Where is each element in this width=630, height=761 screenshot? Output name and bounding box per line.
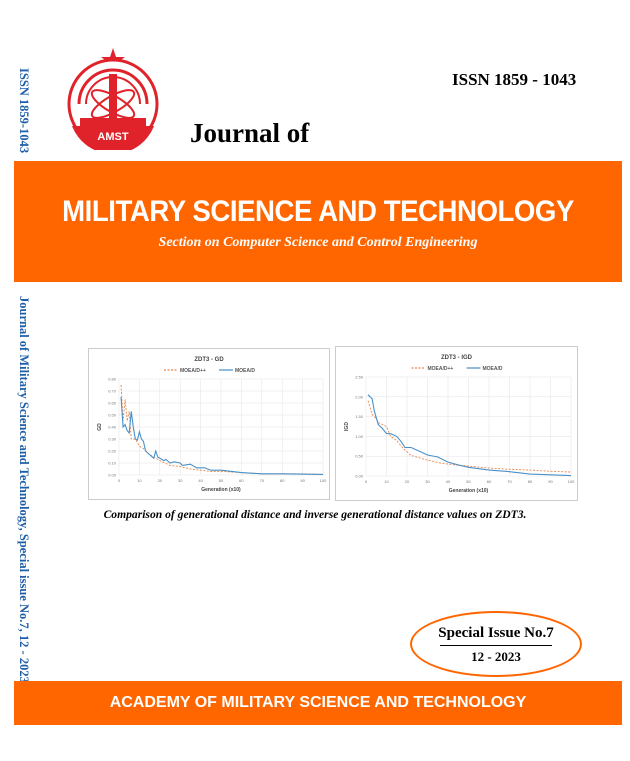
y-tick-label: 0.80: [108, 377, 117, 382]
x-tick-label: 50: [219, 478, 224, 483]
y-axis-label: GD: [97, 423, 103, 431]
x-tick-label: 80: [280, 478, 285, 483]
legend-label: MOEA/D: [483, 366, 503, 372]
figure-caption: Comparison of generational distance and …: [103, 508, 527, 521]
series-line-moea-d-: [367, 400, 572, 473]
x-tick-label: 100: [568, 479, 575, 484]
chart-title: ZDT3 - GD: [194, 357, 224, 363]
y-tick-label: 0.50: [355, 454, 364, 459]
y-tick-label: 1.50: [355, 414, 364, 419]
x-tick-label: 60: [487, 479, 492, 484]
section-subtitle: Section on Computer Science and Control …: [158, 235, 478, 250]
series-line-moea-d-: [120, 384, 324, 475]
x-tick-label: 80: [528, 479, 533, 484]
y-tick-label: 0.20: [108, 449, 117, 454]
legend-label: MOEA/D: [235, 368, 255, 374]
spine-title: Journal of Military Science and Technolo…: [17, 296, 31, 683]
y-tick-label: 0.00: [108, 473, 117, 478]
y-tick-label: 2.50: [355, 375, 364, 380]
x-tick-label: 100: [320, 478, 327, 483]
special-issue: Special Issue No.7: [438, 625, 554, 641]
x-tick-label: 40: [446, 479, 451, 484]
igd-chart: ZDT3 - IGD MOEA/D++ MOEA/D 0.00 0.50 1.00 1.50…: [335, 346, 578, 501]
x-tick-label: 10: [137, 478, 142, 483]
x-tick-label: 0: [365, 479, 368, 484]
y-tick-label: 0.60: [108, 401, 117, 406]
y-tick-label: 0.70: [108, 389, 117, 394]
x-tick-label: 0: [118, 478, 121, 483]
x-tick-label: 40: [198, 478, 203, 483]
x-tick-label: 30: [425, 479, 430, 484]
y-tick-label: 1.00: [355, 434, 364, 439]
legend-label: MOEA/D++: [180, 368, 206, 374]
y-tick-label: 0.00: [355, 474, 364, 479]
x-tick-label: 30: [178, 478, 183, 483]
logo-text: AMST: [97, 131, 128, 143]
x-tick-label: 70: [260, 478, 265, 483]
chart-title: ZDT3 - IGD: [441, 355, 473, 361]
gd-chart: ZDT3 - GD MOEA/D++ MOEA/D 0.00 0.10 0.20 0.30 0…: [88, 348, 330, 500]
series-line-moea-d: [120, 396, 324, 475]
x-tick-label: 20: [405, 479, 410, 484]
y-tick-label: 0.10: [108, 461, 117, 466]
x-tick-label: 60: [239, 478, 244, 483]
x-tick-label: 50: [466, 479, 471, 484]
x-tick-label: 90: [548, 479, 553, 484]
x-axis-label: Generation (x10): [201, 487, 241, 493]
y-tick-label: 2.00: [355, 394, 364, 399]
spine-issn: ISSN 1859-1043: [17, 68, 31, 154]
issue-oval: Special Issue No.7 12 - 2023: [410, 611, 582, 677]
issn: ISSN 1859 - 1043: [452, 70, 577, 89]
y-axis-label: IGD: [344, 422, 350, 431]
divider: [440, 645, 552, 646]
journal-of-heading: Journal of: [190, 118, 310, 148]
issue-date: 12 - 2023: [471, 649, 521, 664]
y-tick-label: 0.30: [108, 437, 117, 442]
y-tick-label: 0.40: [108, 425, 117, 430]
legend-label: MOEA/D++: [428, 366, 454, 372]
x-axis-label: Generation (x10): [449, 488, 489, 494]
x-tick-label: 20: [158, 478, 163, 483]
amst-logo: AMST: [67, 48, 159, 150]
x-tick-label: 70: [507, 479, 512, 484]
x-tick-label: 10: [384, 479, 389, 484]
x-tick-label: 90: [300, 478, 305, 483]
y-tick-label: 0.50: [108, 413, 117, 418]
publisher-band: ACADEMY OF MILITARY SCIENCE AND TECHNOLO…: [14, 681, 622, 725]
title-band: MILITARY SCIENCE AND TECHNOLOGY Section …: [14, 161, 622, 282]
journal-title: MILITARY SCIENCE AND TECHNOLOGY: [62, 195, 574, 228]
series-line-moea-d: [367, 394, 572, 477]
